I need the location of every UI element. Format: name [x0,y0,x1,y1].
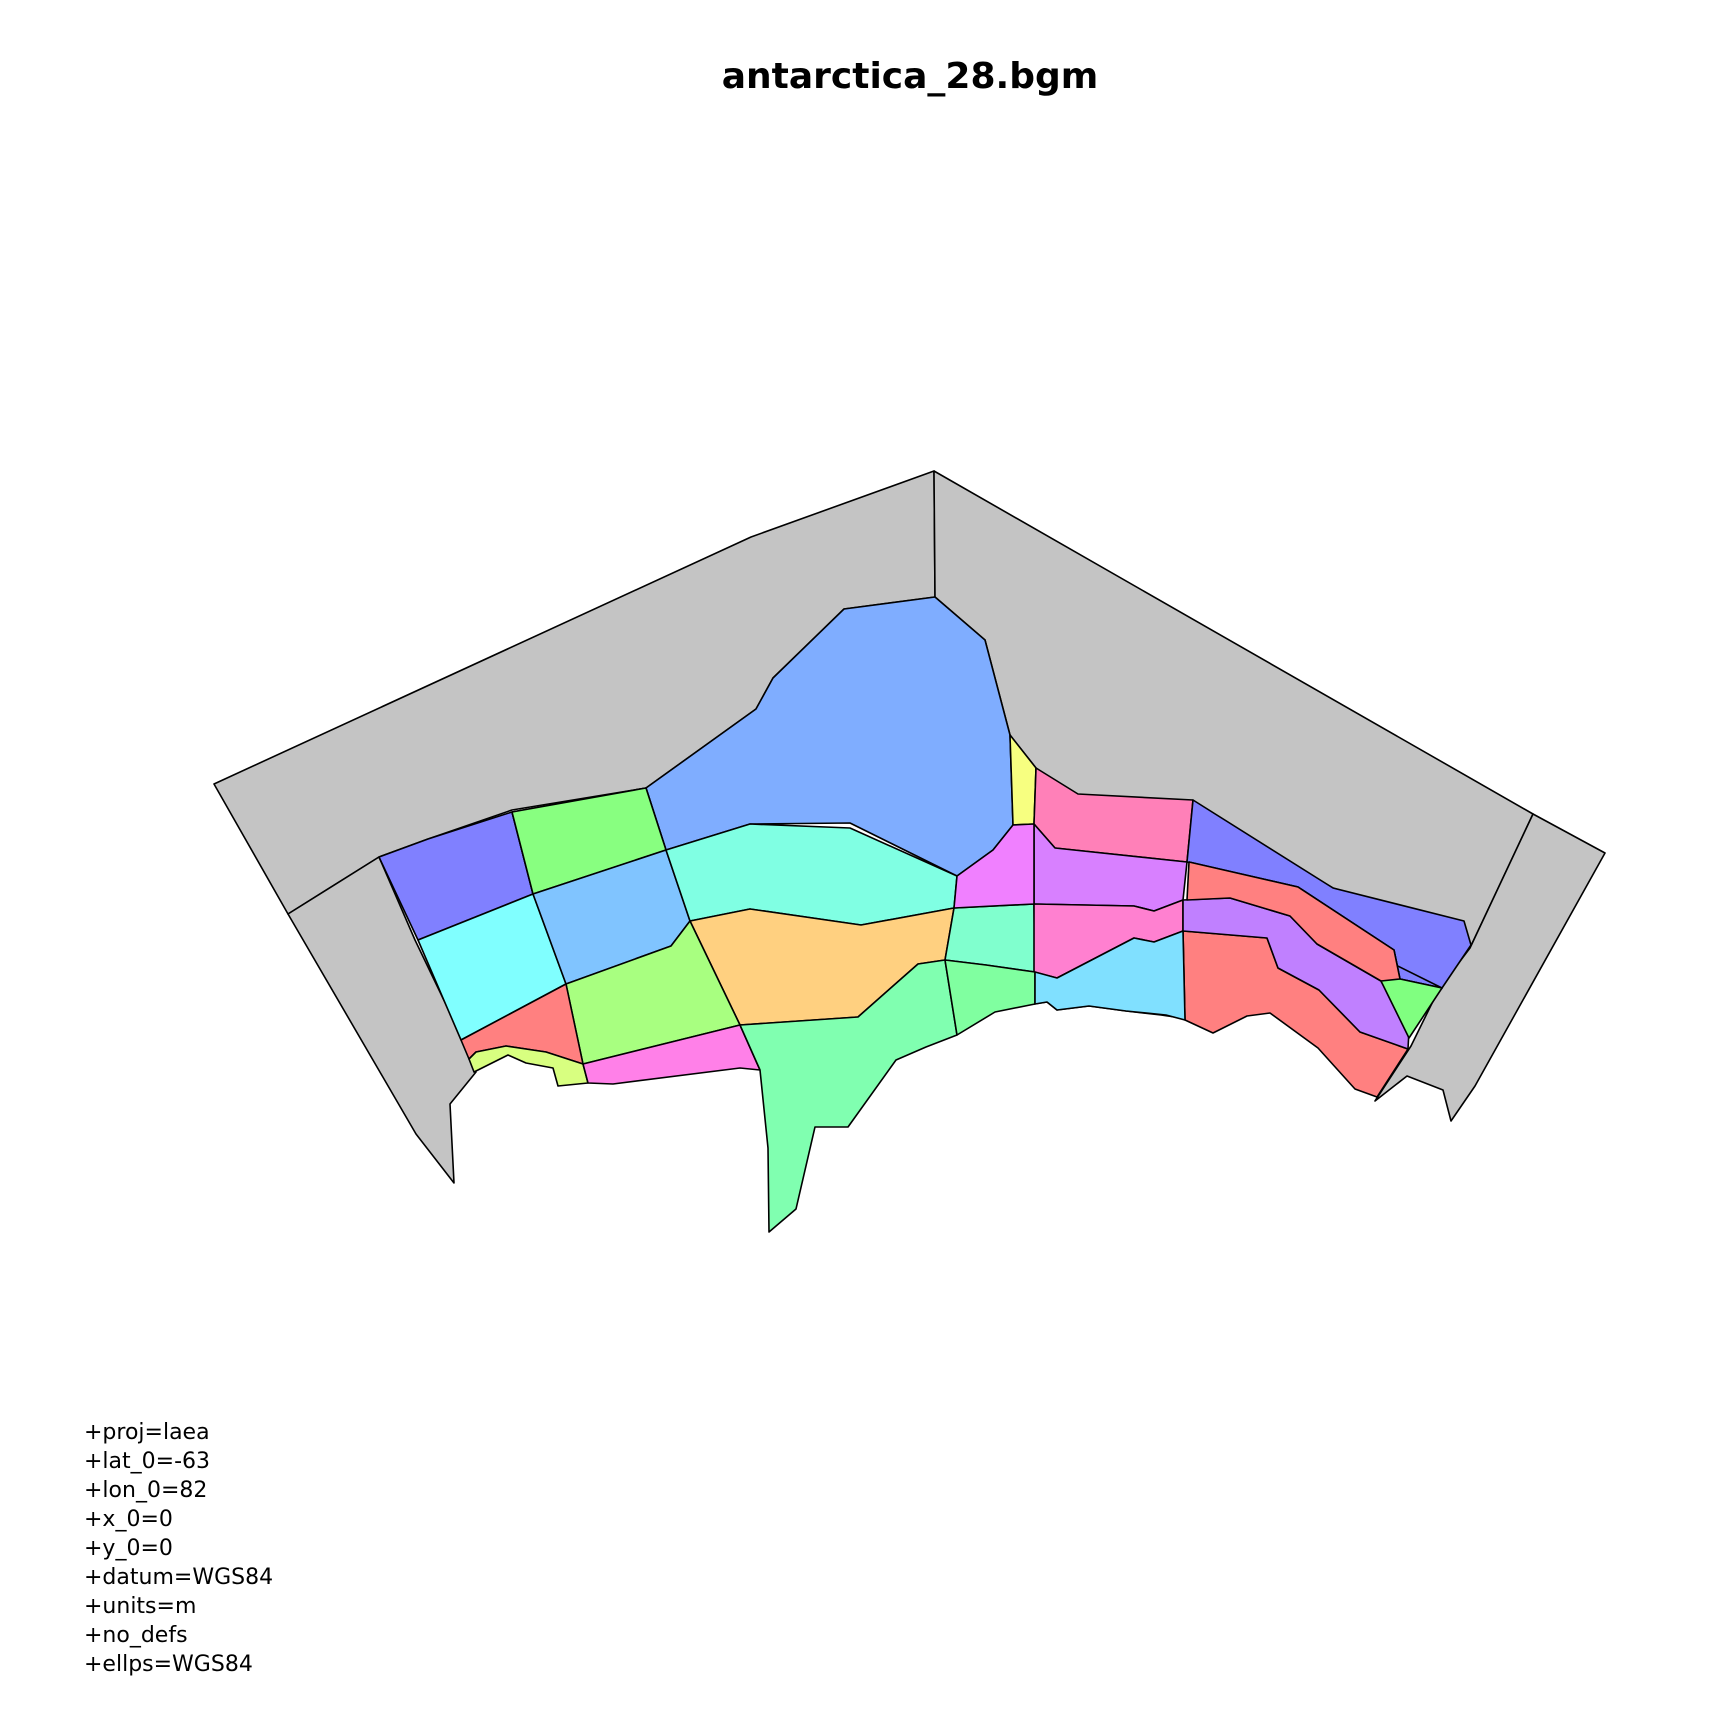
proj-line: +proj=laea [84,1420,210,1445]
proj-line: +x_0=0 [84,1507,173,1532]
proj-line: +lat_0=-63 [84,1449,211,1474]
boundary-boxes [213,470,1606,1184]
proj-line: +no_defs [84,1623,188,1648]
proj-line: +lon_0=82 [84,1478,208,1503]
box-25 [1034,930,1186,1021]
box-21 [953,823,1035,909]
projection-string: +proj=laea +lat_0=-63 +lon_0=82 +x_0=0 +y_0=… [84,1418,273,1679]
proj-line: +y_0=0 [84,1536,173,1561]
map-title: antarctica_28.bgm [721,56,1099,97]
box-23 [944,959,1036,1036]
box-18 [739,959,958,1233]
proj-line: +ellps=WGS84 [84,1652,253,1677]
boundary-box-west [287,856,477,1184]
proj-line: +units=m [84,1594,197,1619]
box-16 [468,1045,589,1087]
box-27 [1380,978,1443,1039]
proj-line: +datum=WGS84 [84,1565,274,1590]
model-boxes [378,596,1472,1233]
